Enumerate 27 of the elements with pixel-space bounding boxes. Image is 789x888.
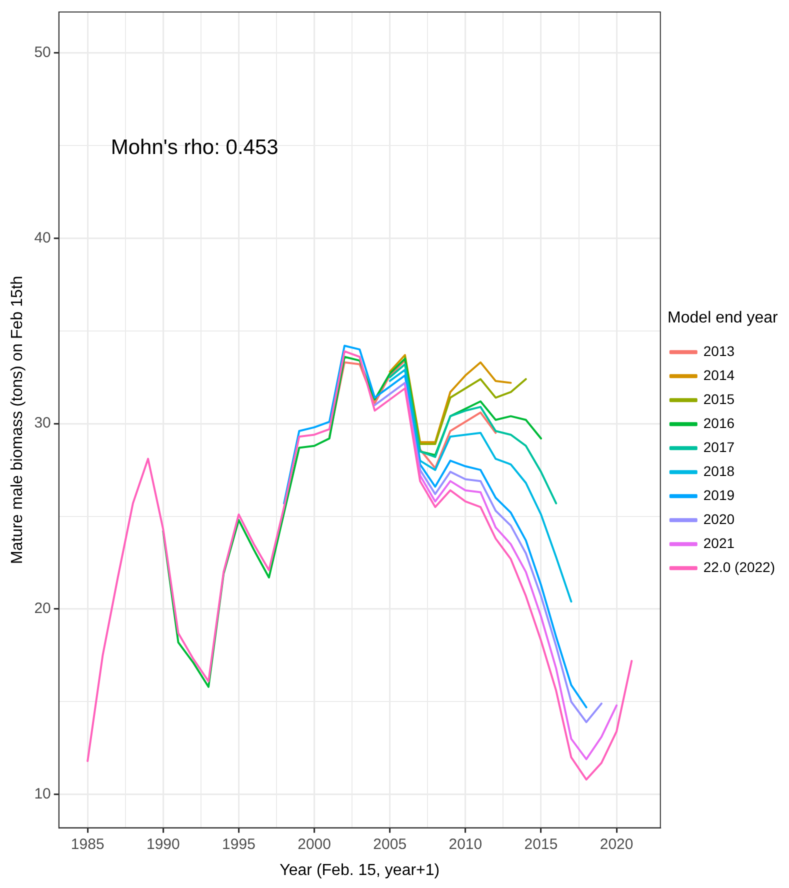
legend-label: 2019: [703, 486, 735, 503]
x-tick-label: 1995: [222, 836, 256, 853]
legend-label: 2020: [703, 510, 735, 527]
legend-label: 2018: [703, 462, 735, 479]
y-tick-label: 40: [34, 229, 51, 246]
y-axis-title: Mature male biomass (tons) on Feb 15th: [9, 276, 26, 564]
legend-label: 2017: [703, 438, 735, 455]
legend-label: 22.0 (2022): [703, 558, 776, 575]
x-tick-label: 2015: [524, 836, 558, 853]
legend-label: 2015: [703, 390, 735, 407]
legend-label: 2013: [703, 342, 735, 359]
x-tick-label: 2005: [373, 836, 407, 853]
x-tick-label: 2000: [298, 836, 331, 853]
x-tick-label: 1985: [70, 836, 104, 853]
y-tick-label: 50: [34, 44, 51, 61]
legend-label: 2016: [703, 414, 735, 431]
y-tick-label: 30: [34, 414, 51, 432]
y-tick-label: 20: [34, 600, 51, 618]
x-axis-title: Year (Feb. 15, year+1): [280, 862, 440, 879]
x-tick-label: 1990: [146, 836, 180, 853]
x-tick-label: 2010: [448, 836, 482, 853]
annotation: Mohn's rho: 0.453: [110, 136, 278, 159]
legend-title: Model end year: [668, 309, 779, 326]
y-tick-label: 10: [34, 786, 51, 803]
x-tick-label: 2020: [600, 836, 634, 853]
legend-label: 2021: [703, 534, 735, 551]
legend-label: 2014: [703, 366, 735, 383]
